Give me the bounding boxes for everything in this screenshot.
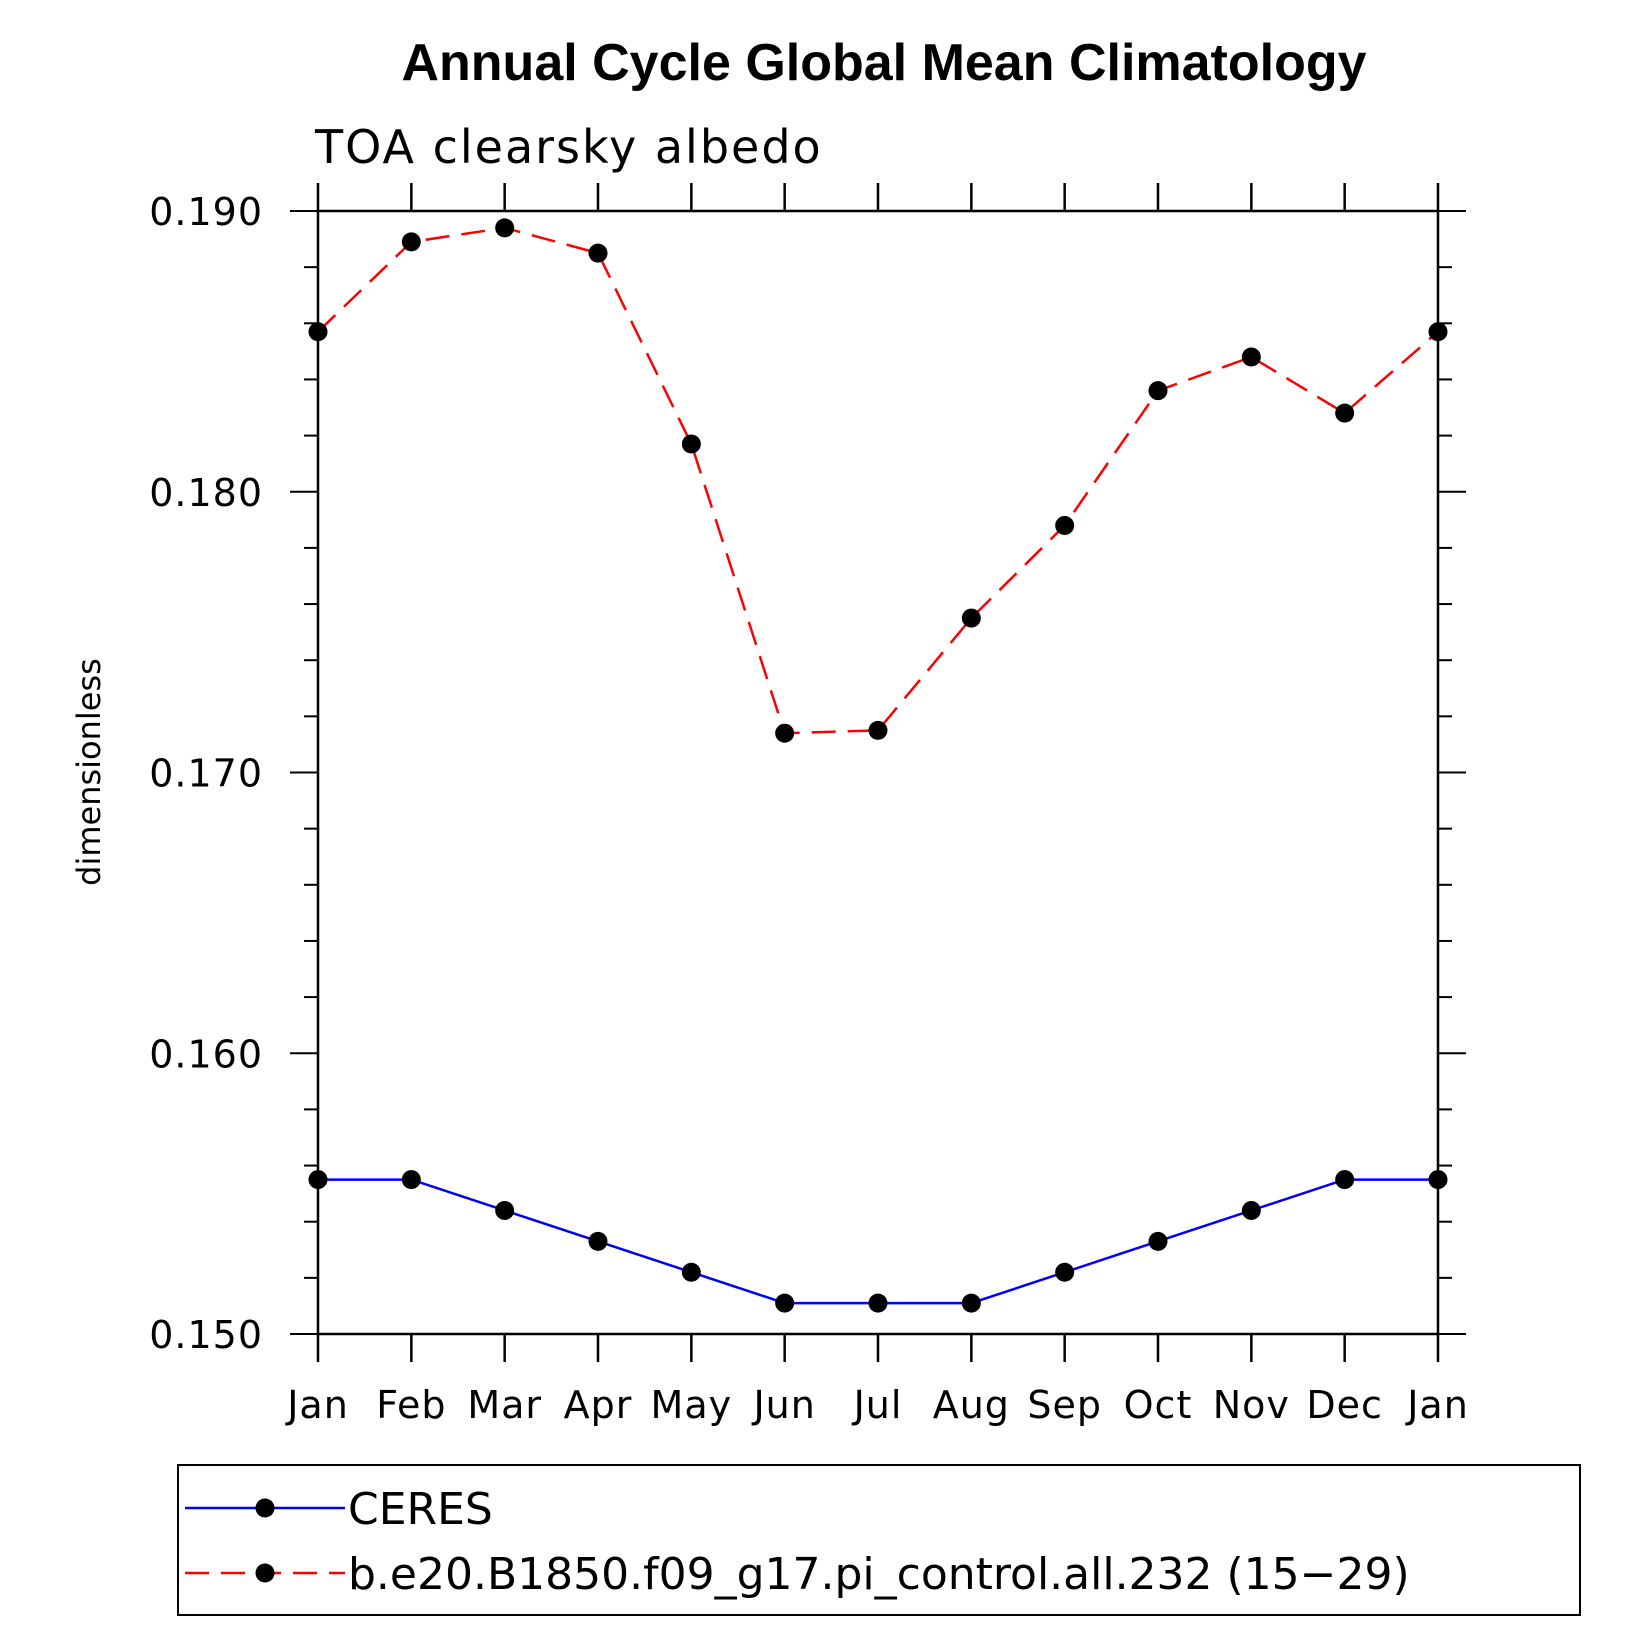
data-point [588,243,608,263]
x-tick-label: Oct [1124,1383,1193,1427]
data-point [1335,1170,1355,1190]
data-point [495,1200,515,1220]
data-point [308,322,328,342]
data-point [1148,381,1168,401]
legend-label: b.e20.B1850.f09_g17.pi_control.all.232 (… [348,1549,1410,1600]
data-point [681,1262,701,1282]
data-point [1241,347,1261,367]
y-axis-label: dimensionless [70,658,108,886]
y-tick-label: 0.160 [149,1032,263,1076]
data-point [1428,1170,1448,1190]
legend: CERES b.e20.B1850.f09_g17.pi_control.all.… [177,1464,1581,1616]
data-point [1055,515,1075,535]
data-point [961,608,981,628]
series-layer [308,218,1448,1313]
series-line-1 [317,226,1439,735]
y-tick-label: 0.190 [149,190,263,234]
data-point [775,1293,795,1313]
data-point [1335,403,1355,423]
data-point [308,1170,328,1190]
x-tick-label: Nov [1213,1383,1290,1427]
x-tick-label: Jan [1405,1383,1469,1427]
y-tick-label: 0.180 [149,471,263,515]
x-tick-label: Dec [1306,1383,1383,1427]
data-point [401,1170,421,1190]
x-tick-label: Apr [564,1383,633,1427]
x-tick-label: Jun [751,1383,815,1427]
x-tick-label: Jan [285,1383,349,1427]
legend-marker [255,1498,275,1518]
legend-marker [255,1563,275,1583]
chart-title: Annual Cycle Global Mean Climatology [401,34,1366,92]
x-tick-label: May [651,1383,733,1427]
axes [290,183,1466,1362]
data-point [775,723,795,743]
x-tick-label: Aug [933,1383,1010,1427]
data-point [495,218,515,238]
tick-labels: Jan Feb Mar Apr May Jun Jul Aug Sep Oct Nov Dec Jan 0… [149,190,1469,1427]
plot-frame [316,209,1440,1336]
data-point [1055,1262,1075,1282]
data-point [961,1293,981,1313]
legend-items: CERES b.e20.B1850.f09_g17.pi_control.all.… [185,1484,1410,1600]
data-point [868,720,888,740]
series-line-0 [318,1178,1438,1305]
y-tick-label: 0.150 [149,1313,263,1357]
x-tick-label: Jul [852,1383,903,1427]
data-point [401,232,421,252]
data-point [681,434,701,454]
data-point [588,1231,608,1251]
data-point [868,1293,888,1313]
x-tick-label: Feb [376,1383,446,1427]
x-tick-label: Mar [467,1383,542,1427]
legend-label: CERES [348,1484,493,1535]
y-tick-label: 0.170 [149,752,263,796]
data-point [1241,1200,1261,1220]
data-point [1148,1231,1168,1251]
data-point [1428,322,1448,342]
x-tick-label: Sep [1027,1383,1102,1427]
chart-subtitle: TOA clearsky albedo [314,120,823,174]
legend-box [177,1464,1581,1616]
